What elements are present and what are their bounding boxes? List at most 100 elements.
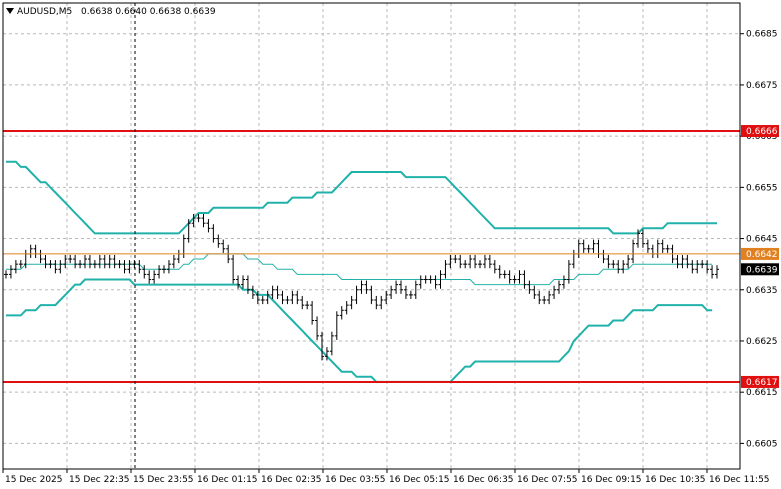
candle-111	[552, 285, 557, 299]
candle-34	[171, 254, 176, 269]
candle-27	[137, 260, 142, 274]
candle-104	[517, 270, 522, 284]
candle-100	[497, 265, 502, 279]
candle-136	[675, 254, 680, 269]
candle-39	[196, 213, 201, 223]
candle-47	[236, 275, 241, 289]
candle-19	[97, 254, 102, 269]
x-tick-label: 15 Dec 23:55	[133, 475, 194, 485]
y-tick-label: 0.6645	[746, 235, 778, 245]
candle-60	[300, 295, 305, 310]
candle-54	[270, 285, 275, 299]
level-price-tag	[741, 247, 779, 260]
candle-63	[315, 316, 320, 340]
candle-56	[280, 290, 285, 305]
y-tick-label: 0.6655	[746, 183, 778, 193]
candle-32	[162, 265, 166, 274]
y-tick-label: 0.6675	[746, 81, 778, 91]
candle-13	[68, 254, 73, 264]
candle-78	[389, 285, 394, 299]
candle-20	[102, 254, 107, 269]
candle-141	[700, 260, 705, 269]
level-price-label: 0.6617	[746, 378, 778, 388]
candle-2	[13, 260, 18, 274]
y-tick-label: 0.6685	[746, 30, 778, 40]
candle-70	[349, 295, 354, 310]
candle-64	[320, 331, 324, 361]
candle-84	[418, 275, 423, 289]
candle-35	[176, 249, 181, 264]
candle-40	[201, 213, 206, 228]
candle-69	[344, 301, 349, 315]
candle-108	[537, 290, 542, 305]
candle-88	[438, 270, 443, 289]
candle-87	[433, 275, 438, 289]
candle-134	[665, 244, 670, 253]
candle-114	[566, 260, 571, 284]
candle-117	[581, 239, 586, 253]
candle-6	[33, 244, 38, 259]
candle-23	[117, 260, 122, 269]
x-tick-label: 16 Dec 10:35	[645, 475, 706, 485]
bollinger-bands	[6, 160, 717, 383]
candle-58	[290, 290, 295, 305]
x-tick-label: 16 Dec 07:55	[517, 475, 578, 485]
candle-105	[522, 270, 527, 289]
candle-72	[359, 280, 364, 294]
candle-46	[231, 254, 236, 284]
candle-89	[443, 260, 448, 279]
candle-83	[413, 280, 418, 299]
candle-22	[112, 254, 117, 269]
level-price-tag	[741, 125, 779, 138]
chart-header: AUDUSD,M5 0.6638 0.6640 0.6638 0.6639	[6, 7, 216, 17]
x-tick-label: 16 Dec 11:55	[709, 475, 770, 485]
candle-43	[216, 234, 221, 248]
candle-44	[221, 239, 226, 253]
candle-18	[92, 260, 97, 269]
candle-50	[250, 285, 255, 299]
candle-123	[611, 260, 616, 269]
candle-11	[58, 260, 63, 274]
candle-16	[83, 254, 87, 269]
candle-42	[211, 224, 216, 243]
y-tick-label: 0.6665	[746, 132, 778, 142]
candle-79	[394, 280, 399, 294]
candle-31	[157, 265, 162, 279]
candle-125	[621, 260, 626, 274]
candle-94	[468, 254, 473, 269]
candle-33	[166, 260, 171, 274]
candle-95	[473, 254, 478, 269]
candle-80	[399, 280, 403, 294]
candle-144	[715, 265, 719, 279]
candle-143	[710, 265, 715, 279]
candle-73	[364, 280, 369, 294]
candle-21	[107, 254, 112, 269]
price-axis: 0.6685 0.6675 0.6665 0.6655 0.6645 0.6635 0.66…	[740, 30, 779, 449]
candle-131	[650, 244, 655, 259]
candle-106	[527, 280, 532, 294]
y-tick-label: 0.6605	[746, 439, 778, 449]
candle-86	[428, 275, 433, 284]
candle-102	[507, 270, 512, 284]
x-tick-label: 15 Dec 2025	[5, 475, 63, 485]
level-price-label: 0.6666	[746, 127, 778, 137]
collapse-triangle-icon[interactable]	[6, 8, 14, 14]
x-tick-label: 16 Dec 05:15	[389, 475, 450, 485]
candle-67	[334, 311, 339, 340]
candle-12	[63, 254, 68, 269]
level-price-tag	[741, 375, 779, 388]
candle-29	[147, 270, 152, 284]
y-tick-label: 0.6625	[746, 337, 778, 347]
candle-1	[8, 265, 13, 279]
candle-113	[561, 275, 566, 289]
candle-38	[191, 213, 196, 228]
current-price-label: 0.6639	[746, 265, 778, 275]
candle-57	[285, 295, 290, 305]
candle-59	[295, 290, 300, 305]
candle-133	[660, 239, 665, 253]
time-axis: 15 Dec 2025 15 Dec 22:35 15 Dec 23:55 16 De…	[2, 469, 770, 485]
y-tick-label: 0.6635	[746, 286, 778, 296]
candle-93	[463, 260, 468, 269]
candle-90	[448, 254, 453, 269]
candle-121	[601, 249, 606, 264]
